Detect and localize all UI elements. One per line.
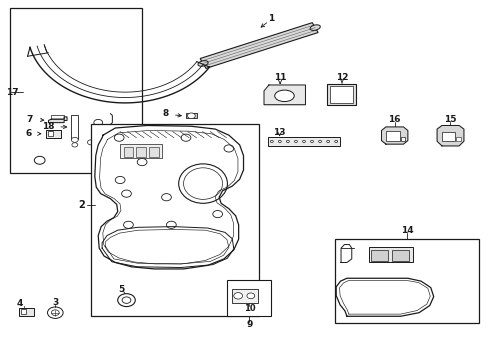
Text: 18: 18 bbox=[42, 122, 55, 131]
Circle shape bbox=[166, 221, 176, 228]
Circle shape bbox=[137, 158, 147, 166]
Bar bbox=[327, 84, 355, 105]
Text: 17: 17 bbox=[5, 87, 18, 96]
Text: 3: 3 bbox=[52, 298, 58, 307]
Circle shape bbox=[270, 140, 273, 143]
Circle shape bbox=[181, 134, 190, 141]
Circle shape bbox=[94, 120, 102, 126]
Polygon shape bbox=[381, 127, 407, 144]
Circle shape bbox=[246, 293, 254, 299]
Bar bbox=[71, 116, 78, 139]
Text: 14: 14 bbox=[400, 226, 412, 235]
Circle shape bbox=[71, 137, 78, 142]
Ellipse shape bbox=[198, 61, 208, 66]
Text: 2: 2 bbox=[78, 200, 84, 210]
Circle shape bbox=[123, 221, 133, 228]
Circle shape bbox=[326, 140, 329, 143]
Bar bbox=[45, 130, 61, 138]
Circle shape bbox=[118, 294, 135, 307]
Circle shape bbox=[224, 145, 233, 152]
Circle shape bbox=[114, 134, 124, 141]
Bar bbox=[47, 131, 53, 136]
Polygon shape bbox=[436, 126, 463, 146]
Circle shape bbox=[72, 143, 78, 147]
Text: 6: 6 bbox=[26, 129, 32, 138]
Ellipse shape bbox=[274, 90, 294, 102]
Text: 16: 16 bbox=[387, 115, 400, 124]
Ellipse shape bbox=[309, 25, 320, 30]
Text: 9: 9 bbox=[245, 320, 252, 329]
Bar bbox=[185, 113, 196, 118]
Bar bbox=[330, 86, 352, 103]
Bar bbox=[455, 137, 460, 140]
Circle shape bbox=[47, 307, 63, 319]
Circle shape bbox=[51, 310, 59, 316]
Circle shape bbox=[286, 140, 289, 143]
Bar bbox=[10, 8, 142, 173]
Circle shape bbox=[278, 140, 281, 143]
Bar bbox=[120, 144, 161, 158]
Bar bbox=[227, 280, 271, 316]
Bar bbox=[267, 137, 339, 146]
Polygon shape bbox=[48, 117, 67, 123]
Circle shape bbox=[212, 211, 222, 218]
Text: 8: 8 bbox=[162, 109, 168, 118]
Text: 12: 12 bbox=[335, 73, 347, 82]
Text: 13: 13 bbox=[273, 128, 285, 137]
Circle shape bbox=[122, 190, 131, 197]
Bar bbox=[391, 250, 408, 261]
Bar bbox=[400, 137, 405, 140]
Circle shape bbox=[187, 113, 195, 119]
Bar bbox=[123, 147, 133, 157]
Polygon shape bbox=[264, 85, 305, 105]
Bar bbox=[91, 125, 259, 316]
Bar bbox=[21, 309, 26, 314]
Circle shape bbox=[302, 140, 305, 143]
Bar bbox=[334, 239, 478, 323]
Circle shape bbox=[310, 140, 313, 143]
Bar bbox=[149, 147, 158, 157]
Circle shape bbox=[233, 293, 242, 299]
Bar bbox=[370, 250, 387, 261]
Circle shape bbox=[318, 140, 321, 143]
Ellipse shape bbox=[178, 164, 227, 203]
Circle shape bbox=[122, 297, 131, 303]
Circle shape bbox=[115, 176, 125, 184]
Circle shape bbox=[334, 140, 337, 143]
Text: 5: 5 bbox=[118, 285, 124, 294]
Bar bbox=[368, 247, 412, 262]
Bar bbox=[385, 131, 399, 140]
Circle shape bbox=[34, 156, 45, 164]
Text: 7: 7 bbox=[27, 115, 33, 124]
Text: 15: 15 bbox=[443, 115, 456, 124]
Polygon shape bbox=[200, 23, 318, 68]
Circle shape bbox=[294, 140, 297, 143]
Circle shape bbox=[87, 140, 94, 145]
Bar bbox=[441, 132, 454, 141]
Text: 1: 1 bbox=[267, 14, 274, 23]
Bar bbox=[19, 308, 34, 316]
Text: 10: 10 bbox=[243, 304, 255, 313]
Bar bbox=[136, 147, 146, 157]
Text: 11: 11 bbox=[273, 73, 286, 82]
Bar bbox=[232, 289, 257, 303]
Text: 4: 4 bbox=[17, 299, 23, 308]
Ellipse shape bbox=[183, 168, 222, 199]
Circle shape bbox=[161, 194, 171, 201]
